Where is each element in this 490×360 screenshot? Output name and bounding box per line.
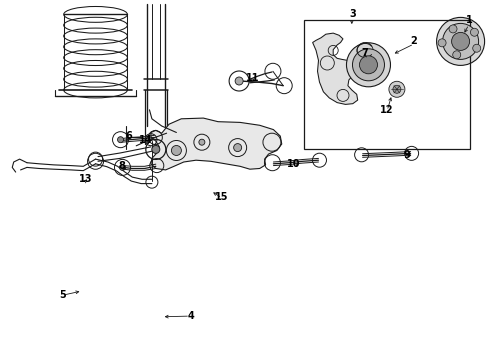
Circle shape — [346, 43, 391, 87]
Circle shape — [152, 145, 160, 153]
Circle shape — [470, 28, 478, 36]
Polygon shape — [151, 118, 282, 170]
Text: 10: 10 — [287, 159, 301, 169]
Polygon shape — [313, 33, 358, 104]
Circle shape — [120, 165, 125, 170]
Circle shape — [352, 49, 385, 81]
Circle shape — [199, 139, 205, 145]
Circle shape — [234, 144, 242, 152]
Circle shape — [393, 85, 401, 93]
Circle shape — [442, 23, 479, 59]
Circle shape — [389, 81, 405, 97]
Circle shape — [449, 25, 457, 33]
Text: 7: 7 — [362, 48, 368, 58]
Circle shape — [453, 51, 461, 59]
Text: 1: 1 — [466, 15, 472, 25]
Text: 8: 8 — [118, 161, 125, 171]
Circle shape — [235, 77, 243, 85]
Text: 6: 6 — [125, 131, 132, 141]
Text: 12: 12 — [380, 105, 394, 115]
Circle shape — [172, 145, 181, 156]
Circle shape — [438, 39, 446, 47]
Text: 3: 3 — [349, 9, 356, 19]
Circle shape — [452, 32, 469, 50]
Circle shape — [360, 56, 377, 74]
Bar — [304, 20, 470, 149]
Text: 9: 9 — [403, 150, 410, 160]
Text: 14: 14 — [139, 135, 153, 145]
Circle shape — [437, 17, 485, 66]
Circle shape — [118, 137, 123, 143]
Text: 13: 13 — [79, 174, 93, 184]
Circle shape — [473, 44, 481, 52]
Text: 5: 5 — [59, 290, 66, 300]
Text: 11: 11 — [246, 73, 260, 84]
Text: 15: 15 — [215, 192, 229, 202]
Text: 2: 2 — [411, 36, 417, 46]
Text: 4: 4 — [188, 311, 195, 321]
